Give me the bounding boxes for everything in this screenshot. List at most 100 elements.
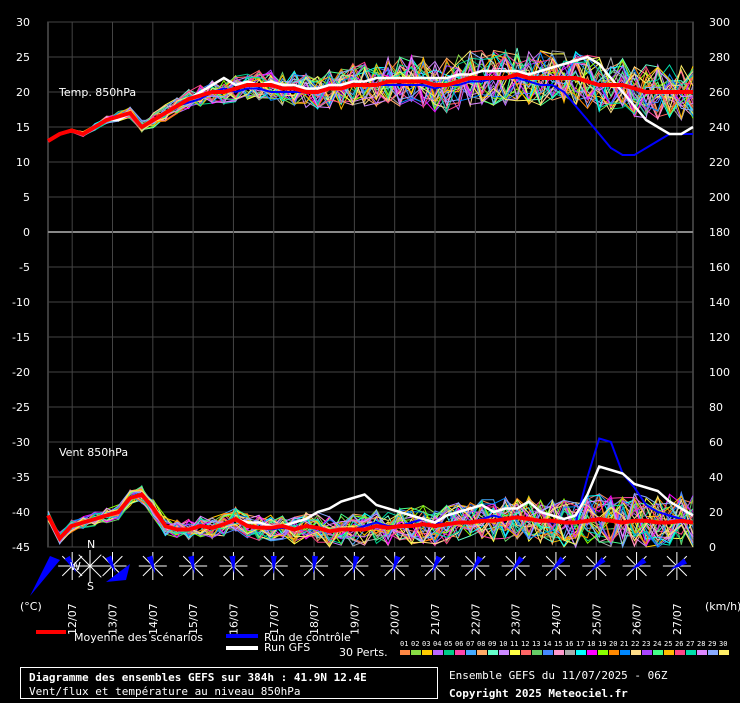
pert-swatch [466, 650, 476, 655]
star-ray [505, 555, 516, 567]
wind-arrow [188, 555, 195, 574]
pert-number: 15 [554, 640, 562, 648]
x-tick-label: 19/07 [348, 603, 361, 635]
pert-swatch [697, 650, 707, 655]
x-tick-label: 21/07 [429, 603, 442, 635]
star-ray [555, 565, 567, 577]
pert-number: 29 [708, 640, 716, 648]
star-ray [384, 555, 396, 567]
star-ray [424, 555, 436, 567]
pert-swatch [587, 650, 597, 655]
left-unit-label: (°C) [20, 600, 42, 613]
right-tick-label: 260 [709, 86, 730, 99]
right-tick-label: 120 [709, 331, 730, 344]
pert-number: 16 [565, 640, 573, 648]
wind-arrow [270, 556, 277, 574]
x-tick-label: 26/07 [631, 603, 644, 635]
legend-gfs-label: Run GFS [264, 641, 310, 654]
pert-swatch [598, 650, 608, 655]
right-tick-label: 0 [709, 541, 716, 554]
star-ray [233, 565, 244, 577]
x-tick-label: 24/07 [550, 603, 563, 635]
legend-control-label: Run de contrôle [264, 631, 351, 644]
right-tick-label: 20 [709, 506, 723, 519]
wind-arrow [471, 555, 483, 573]
footer-subtitle: Vent/flux et température au niveau 850hP… [29, 685, 301, 698]
wind-star [340, 552, 369, 580]
pert-swatch [554, 650, 564, 655]
x-tick-label: 14/07 [147, 603, 160, 635]
pert-wind-line [47, 490, 694, 549]
wind-star [380, 552, 409, 580]
star-ray [354, 565, 365, 577]
left-tick-label: -15 [12, 331, 30, 344]
wind-star [662, 552, 691, 580]
pert-swatch [455, 650, 465, 655]
star-ray [152, 565, 164, 577]
star-ray [313, 565, 325, 577]
wind-arrow [630, 557, 647, 571]
compass-ray [78, 565, 91, 578]
left-tick-label: 25 [16, 51, 30, 64]
pert-temp-line [47, 53, 694, 142]
x-tick-label: 23/07 [510, 603, 523, 635]
pert-number: 11 [510, 640, 518, 648]
x-tick-label: 16/07 [227, 603, 240, 635]
pert-number: 10 [499, 640, 507, 648]
right-tick-label: 180 [709, 226, 730, 239]
wind-star [259, 552, 288, 580]
right-tick-label: 80 [709, 401, 723, 414]
wind-star [501, 552, 530, 580]
x-tick-label: 13/07 [107, 603, 120, 635]
wind-arrow [352, 555, 360, 574]
right-tick-label: 100 [709, 366, 730, 379]
star-ray [384, 565, 396, 577]
wind-arrow [669, 558, 688, 570]
star-ray [71, 555, 83, 567]
pert-number: 17 [576, 640, 584, 648]
left-tick-label: -25 [12, 401, 30, 414]
compass-rose: NWS [30, 538, 130, 596]
pert-number: 13 [532, 640, 540, 648]
x-tick-label: 27/07 [671, 603, 684, 635]
pert-number: 27 [686, 640, 694, 648]
wind-arrow [392, 555, 401, 574]
x-axis-ticks: 12/07 13/07 14/07 15/07 16/07 17/07 18/07 19/07… [66, 603, 684, 635]
star-ray [626, 555, 637, 567]
legend-perts-label: 30 Perts. [339, 646, 388, 659]
compass-n: N [87, 538, 95, 551]
star-ray [394, 565, 405, 577]
chart-grid [47, 21, 694, 548]
star-ray [666, 555, 678, 567]
wind-star [622, 552, 651, 580]
wind-star [219, 552, 248, 580]
left-tick-label: -5 [19, 261, 30, 274]
compass-ray [89, 554, 102, 567]
pert-number: 18 [587, 640, 595, 648]
temp-mean-line [46, 72, 693, 143]
pert-number: 07 [466, 640, 474, 648]
x-tick-label: 12/07 [66, 603, 79, 635]
star-ray [465, 555, 476, 567]
x-tick-label: 22/07 [469, 603, 482, 635]
wind-panel-label: Vent 850hPa [59, 446, 128, 459]
left-tick-label: -40 [12, 506, 30, 519]
footer-right: Ensemble GEFS du 11/07/2025 - 06Z Copyri… [449, 667, 668, 703]
wind-arrow [312, 555, 319, 574]
wind-star [461, 552, 490, 580]
legend-mean-swatch [36, 630, 66, 634]
pert-number: 02 [411, 640, 419, 648]
wind-direction-row: NWS [30, 538, 691, 596]
pert-swatch [653, 650, 663, 655]
x-tick-label: 25/07 [590, 603, 603, 635]
star-ray [474, 565, 486, 577]
pert-legend: 01 02 03 04 05 06 07 08 09 10 11 12 13 14 15 16 17 18 19 20… [400, 640, 729, 655]
left-tick-label: -35 [12, 471, 30, 484]
wind-star [582, 552, 611, 580]
pert-number: 30 [719, 640, 727, 648]
star-ray [636, 565, 647, 577]
star-ray [192, 565, 204, 577]
pert-swatch [521, 650, 531, 655]
main-run-lines [46, 55, 694, 542]
